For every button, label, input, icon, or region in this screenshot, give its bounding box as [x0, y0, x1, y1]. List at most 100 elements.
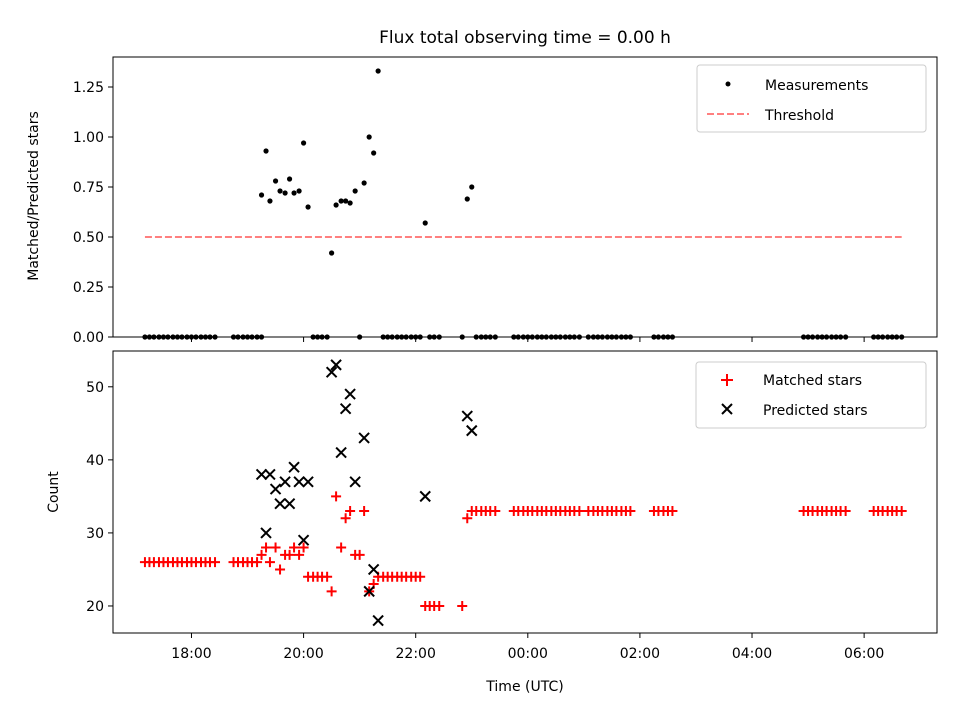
legend-threshold-label: Threshold — [764, 108, 834, 124]
predicted-star-point — [325, 366, 338, 378]
predicted-star-point — [358, 432, 370, 444]
matched-star-point — [462, 513, 473, 524]
measurement-point — [469, 184, 475, 190]
predicted-star-point — [297, 534, 310, 546]
measurement-point — [333, 202, 339, 208]
top-ytick-label: 1.25 — [73, 80, 104, 96]
predicted-star-point — [344, 388, 356, 400]
predicted-star-point — [302, 476, 314, 488]
bottom-panel: 20 30 40 50 18:00 20:00 22:00 00:00 02:00 04:00 06… — [86, 350, 938, 662]
measurement-point — [296, 188, 302, 194]
measurement-point — [263, 148, 269, 154]
predicted-star-point — [372, 614, 384, 627]
measurement-point — [286, 176, 293, 182]
matched-star-point — [415, 571, 426, 582]
matched-star-point — [298, 542, 309, 553]
bottom-xtick-label: 20:00 — [283, 646, 323, 662]
measurement-point — [329, 250, 335, 256]
measurement-point — [282, 190, 288, 196]
top-ytick-label: 0.25 — [73, 280, 104, 296]
measurement-point — [347, 200, 353, 206]
measurement-point — [272, 178, 279, 184]
bottom-xtick-label: 00:00 — [508, 646, 548, 662]
top-legend-frame — [696, 64, 927, 133]
bottom-xtick-label: 02:00 — [620, 646, 660, 662]
measurement-point — [343, 198, 349, 204]
legend-matched-marker — [721, 374, 733, 386]
legend-predicted-marker — [721, 403, 733, 415]
bottom-xtick-label: 06:00 — [844, 646, 884, 662]
predicted-star-point — [283, 497, 296, 510]
predicted-star-point — [339, 403, 352, 415]
legend-matched-label: Matched stars — [763, 373, 862, 389]
predicted-star-point — [363, 585, 375, 598]
measurement-point — [361, 180, 367, 186]
bottom-legend-frame — [695, 361, 927, 429]
bottom-xtick-label: 18:00 — [171, 646, 211, 662]
measurement-point — [352, 188, 358, 194]
matched-star-point — [625, 505, 636, 516]
matched-star-point — [345, 505, 356, 516]
matched-star-point — [275, 564, 286, 575]
measurement-point — [366, 134, 372, 140]
matched-star-point — [331, 491, 342, 502]
measurement-point — [375, 68, 381, 74]
bottom-xtick-label: 04:00 — [732, 646, 772, 662]
predicted-star-point — [260, 527, 272, 539]
predicted-star-point — [335, 446, 347, 459]
predicted-star-point — [288, 461, 300, 473]
legend-predicted-label: Predicted stars — [763, 403, 868, 419]
matched-star-point — [354, 549, 365, 560]
legend-measurements-marker — [725, 81, 731, 87]
matched-star-point — [210, 557, 221, 568]
predicted-star-point — [264, 468, 276, 481]
measurement-point — [305, 204, 311, 210]
matched-star-point — [322, 571, 333, 582]
matched-star-point — [289, 542, 300, 553]
predicted-star-point — [367, 563, 380, 576]
measurement-point — [422, 220, 428, 226]
matched-star-point — [336, 542, 347, 553]
bottom-ytick-label: 20 — [86, 599, 104, 615]
predicted-star-point — [466, 424, 478, 437]
bottom-legend: Matched stars Predicted stars — [695, 361, 927, 429]
measurement-point — [291, 190, 297, 196]
matched-star-point — [270, 542, 281, 553]
top-ytick-label: 0.00 — [73, 330, 104, 346]
bottom-ytick-label: 40 — [86, 453, 104, 469]
bottom-axes-frame — [112, 350, 938, 634]
matched-star-point — [574, 505, 585, 516]
top-ytick-label: 0.75 — [73, 180, 104, 196]
matched-star-point — [264, 557, 275, 568]
predicted-star-point — [419, 490, 431, 503]
predicted-star-point — [293, 476, 305, 488]
matched-star-point — [326, 586, 337, 597]
predicted-star-point — [279, 476, 291, 488]
matched-star-point — [284, 549, 295, 560]
matched-star-point — [261, 542, 272, 553]
x-axis-label: Time (UTC) — [485, 679, 563, 695]
legend-measurements-label: Measurements — [765, 78, 868, 94]
top-chart-title: Flux total observing time = 0.00 h — [379, 28, 671, 48]
measurement-point — [338, 198, 344, 204]
measurement-point — [300, 140, 307, 146]
matched-star-point — [896, 505, 907, 516]
predicted-star-point — [255, 468, 268, 481]
measurement-point — [371, 150, 377, 156]
matched-star-point — [256, 549, 267, 560]
bottom-ytick-label: 50 — [86, 380, 104, 396]
matched-star-point — [340, 513, 351, 524]
matched-star-point — [434, 600, 445, 611]
matched-star-point — [840, 505, 851, 516]
measurement-point — [267, 198, 273, 204]
matched-star-point — [294, 549, 305, 560]
matched-star-point — [667, 505, 678, 516]
bottom-y-axis-label: Count — [46, 471, 62, 513]
measurement-point — [277, 188, 283, 194]
predicted-star-point — [349, 476, 361, 488]
top-legend: Measurements Threshold — [696, 64, 927, 133]
top-axes-frame — [112, 56, 938, 338]
measurement-point — [464, 196, 470, 202]
top-y-axis-label: Matched/Predicted stars — [26, 111, 42, 281]
